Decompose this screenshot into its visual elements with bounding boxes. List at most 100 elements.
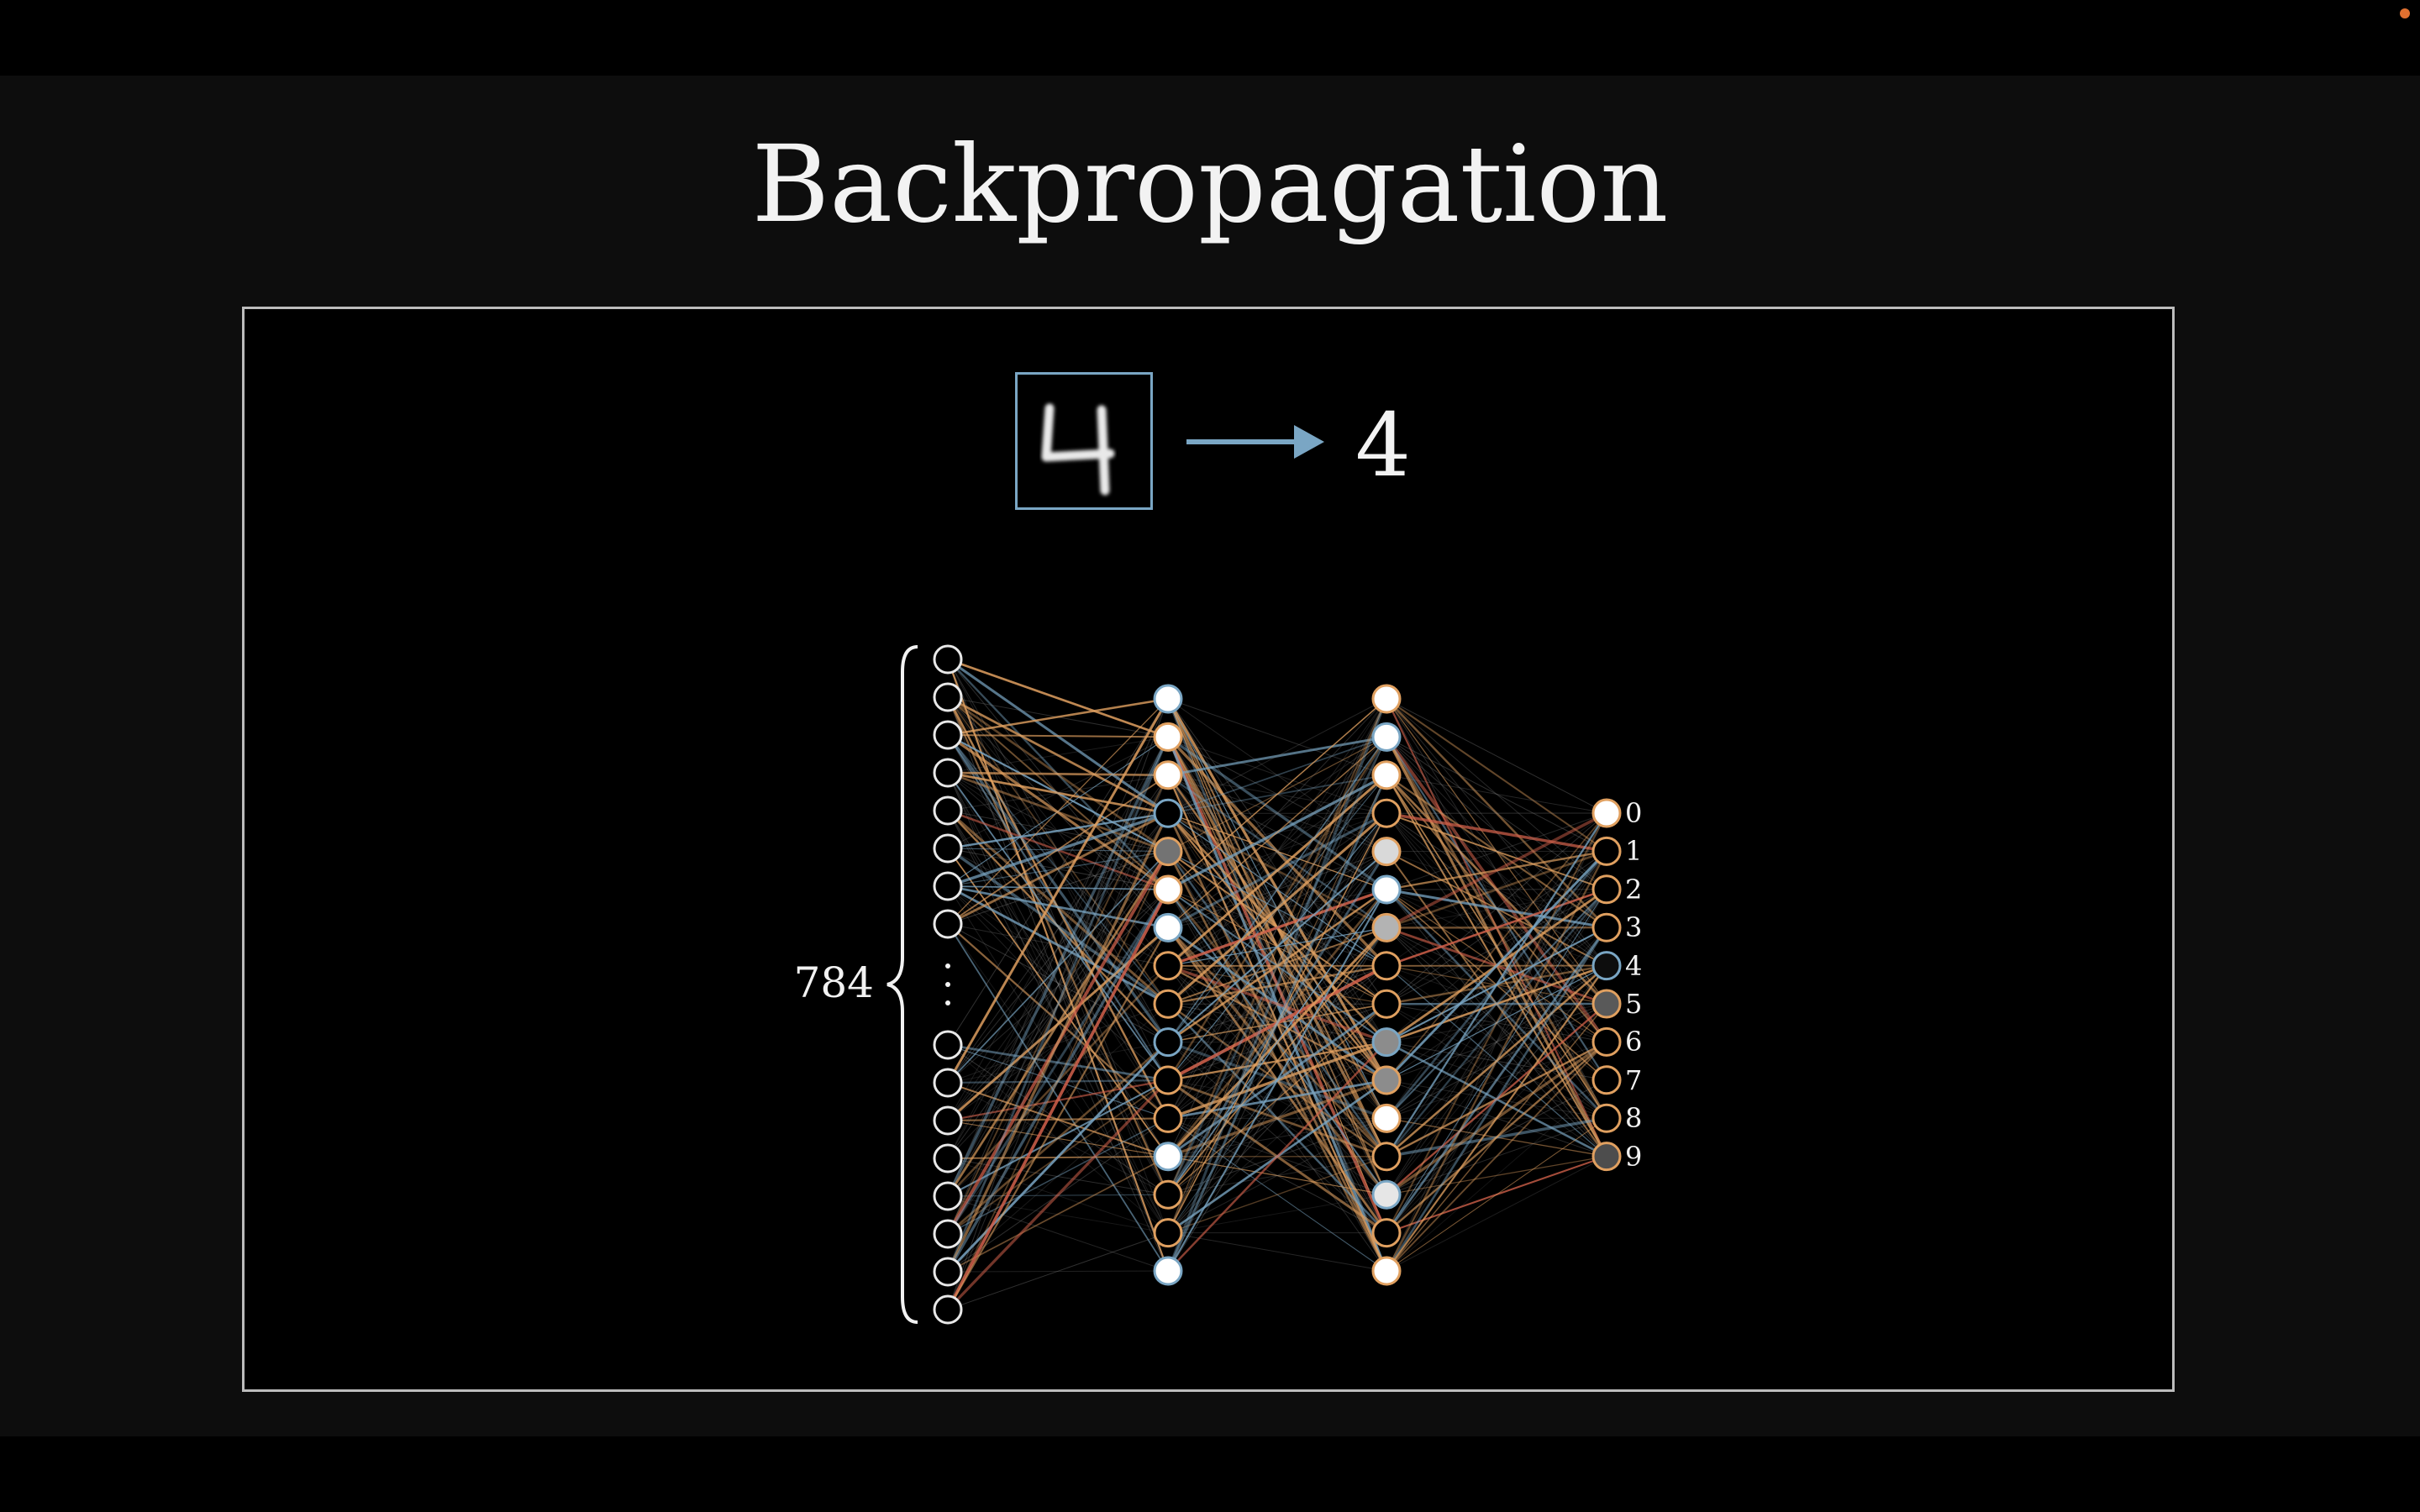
hidden-layer-1-neuron <box>1153 798 1183 828</box>
connection-line <box>1386 812 1607 1081</box>
connection-line <box>1386 698 1607 853</box>
arrow-icon <box>1294 425 1324 459</box>
connection-line <box>1167 851 1387 1119</box>
input-neuron <box>933 758 963 788</box>
input-neuron <box>933 720 963 750</box>
connection-line <box>947 889 1169 1121</box>
bottom-bar <box>0 1436 2420 1512</box>
connection-line <box>947 1043 1169 1082</box>
connection-line <box>1386 812 1607 1158</box>
connection-line <box>947 851 1169 1310</box>
connection-line <box>947 885 1169 1081</box>
connection-line <box>1386 1155 1607 1195</box>
connection-line <box>1386 888 1607 929</box>
connection-line <box>1167 736 1387 928</box>
connection-line <box>1386 927 1607 1158</box>
connection-line <box>947 733 1169 891</box>
connection-line <box>1167 774 1387 1233</box>
hidden-layer-2-neuron <box>1371 874 1402 905</box>
connection-line <box>947 698 1169 1046</box>
connection-line <box>947 851 1169 925</box>
hidden-layer-2-neuron <box>1371 837 1402 867</box>
hidden-layer-1-neuron <box>1153 1065 1183 1095</box>
input-neuron-count: 784 <box>793 958 874 1007</box>
connection-line <box>1386 736 1607 890</box>
hidden-layer-1-neuron <box>1153 1179 1183 1210</box>
output-neuron <box>1591 1065 1622 1095</box>
input-neuron <box>933 1143 963 1173</box>
connection-line <box>947 774 1169 925</box>
connection-line <box>1167 698 1387 1119</box>
connection-line <box>947 1041 1169 1235</box>
output-neuron <box>1591 874 1622 905</box>
connection-line <box>1386 1003 1607 1196</box>
connection-line <box>1167 812 1387 1195</box>
connection-line <box>1386 965 1607 1119</box>
output-digit-label: 1 <box>1625 835 1643 868</box>
hidden-layer-2-neuron <box>1371 1142 1402 1172</box>
connection-line <box>947 697 1169 737</box>
connection-line <box>947 885 1169 929</box>
connection-line <box>1386 889 1607 1158</box>
connection-line <box>947 889 1169 1084</box>
connection-line <box>947 771 1169 777</box>
connection-line <box>947 737 1169 1121</box>
connection-line <box>946 736 1170 1273</box>
hidden-layer-2-neuron <box>1371 1179 1402 1210</box>
connection-line <box>947 1044 1169 1119</box>
input-neuron <box>933 909 963 939</box>
connection-line <box>946 736 1170 1197</box>
output-neuron <box>1591 798 1622 828</box>
connection-line <box>1386 889 1607 1233</box>
connection-line <box>947 774 1169 1310</box>
output-neuron <box>1591 989 1622 1019</box>
connection-line <box>1167 698 1387 1005</box>
connection-line <box>946 1041 1170 1273</box>
handwritten-digit-glyph <box>1041 403 1115 496</box>
connection-line <box>1386 812 1607 1005</box>
connection-line <box>1167 774 1387 1042</box>
connection-line <box>1386 812 1607 890</box>
connection-line <box>1167 889 1387 1195</box>
output-neuron <box>1591 951 1622 981</box>
input-digit-image <box>1015 372 1153 510</box>
hidden-layer-2-neuron <box>1371 684 1402 714</box>
connection-line <box>1386 851 1607 1042</box>
connection-line <box>946 850 1170 1197</box>
connection-line <box>947 698 1169 1310</box>
connection-line <box>1167 927 1387 1195</box>
hidden-layer-2-neuron <box>1371 989 1402 1019</box>
connection-line <box>1167 888 1387 1043</box>
connection-line <box>1167 698 1387 1158</box>
connection-line <box>947 1117 1169 1235</box>
connection-line <box>1167 812 1387 1272</box>
output-neuron <box>1591 1142 1622 1172</box>
hidden-layer-1-neuron <box>1153 1103 1183 1133</box>
connection-line <box>946 889 1170 1310</box>
hidden-layer-1-neuron <box>1153 951 1183 981</box>
connection-line <box>947 1232 1169 1310</box>
connection-line <box>1167 1003 1387 1233</box>
connection-line <box>1386 889 1607 1005</box>
connection-line <box>1386 811 1607 853</box>
hidden-layer-1-neuron <box>1153 912 1183 942</box>
connection-line <box>947 851 1169 1159</box>
connection-line <box>947 736 1169 849</box>
connection-line <box>1167 737 1387 967</box>
connection-line <box>1167 1042 1387 1195</box>
network-neurons <box>933 644 1622 1325</box>
connection-line <box>1386 1041 1607 1272</box>
predicted-digit-label: 4 <box>1355 394 1412 496</box>
connection-line <box>947 1158 1169 1195</box>
output-digit-label: 4 <box>1625 949 1643 982</box>
connection-line <box>1385 927 1608 1234</box>
ellipsis-dot <box>945 963 950 969</box>
connection-line <box>1167 888 1387 968</box>
connection-line <box>947 812 1169 1084</box>
connection-line <box>1167 774 1387 967</box>
connection-line <box>1166 698 1388 1195</box>
page-title: Backpropagation <box>751 123 1669 246</box>
connection-line <box>1386 965 1607 1119</box>
connection-line <box>1167 1041 1387 1272</box>
connection-line <box>1167 736 1387 1043</box>
